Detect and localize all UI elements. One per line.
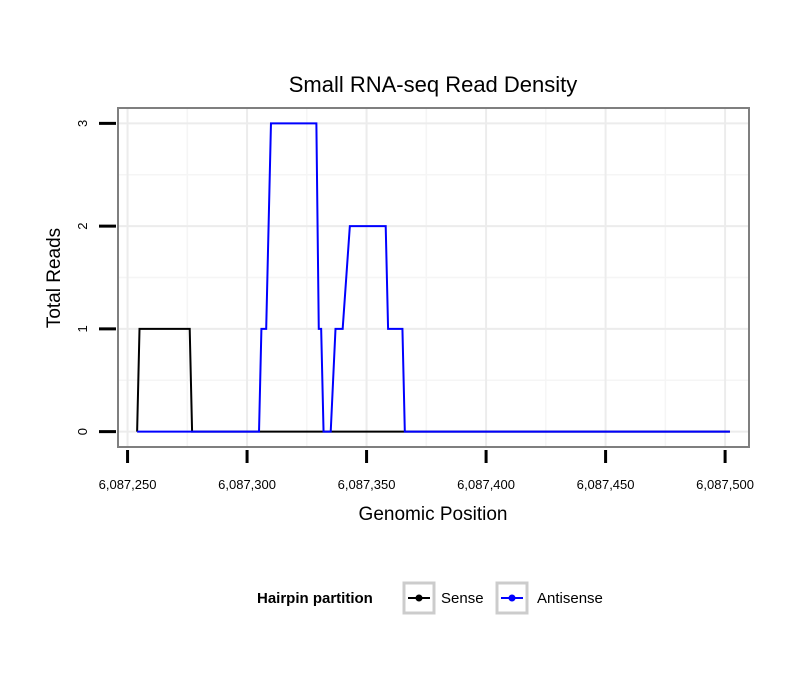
legend-item-sense: Sense <box>402 581 484 615</box>
y-tick-label: 3 <box>75 120 90 127</box>
x-axis-title: Genomic Position <box>359 504 508 525</box>
legend-title: Hairpin partition <box>257 590 373 607</box>
x-tick-label: 6,087,250 <box>99 477 157 492</box>
series-line-antisense <box>137 122 730 433</box>
series-line-sense <box>136 327 730 433</box>
y-tick-label: 2 <box>75 223 90 230</box>
y-tick-label: 0 <box>75 428 90 435</box>
x-axis: 6,087,250 6,087,300 6,087,350 6,087,400 6,08… <box>99 450 754 492</box>
legend: Hairpin partition Sense Antisense <box>257 581 603 615</box>
x-tick-label: 6,087,350 <box>338 477 396 492</box>
series-layer <box>136 122 730 433</box>
y-axis-title: Total Reads <box>44 228 65 328</box>
legend-key-point <box>508 594 516 602</box>
y-tick-label: 1 <box>75 325 90 332</box>
x-tick-label: 6,087,450 <box>577 477 635 492</box>
legend-key-point <box>415 594 423 602</box>
legend-item-antisense: Antisense <box>495 581 603 615</box>
legend-label: Antisense <box>537 590 603 607</box>
legend-label: Sense <box>441 590 484 607</box>
plot-panel-border <box>117 107 750 448</box>
x-tick-label: 6,087,500 <box>696 477 754 492</box>
y-axis: 0 1 2 3 <box>75 120 116 435</box>
x-tick-label: 6,087,400 <box>457 477 515 492</box>
chart-title: Small RNA-seq Read Density <box>289 72 578 97</box>
x-tick-label: 6,087,300 <box>218 477 276 492</box>
grid <box>118 108 749 447</box>
